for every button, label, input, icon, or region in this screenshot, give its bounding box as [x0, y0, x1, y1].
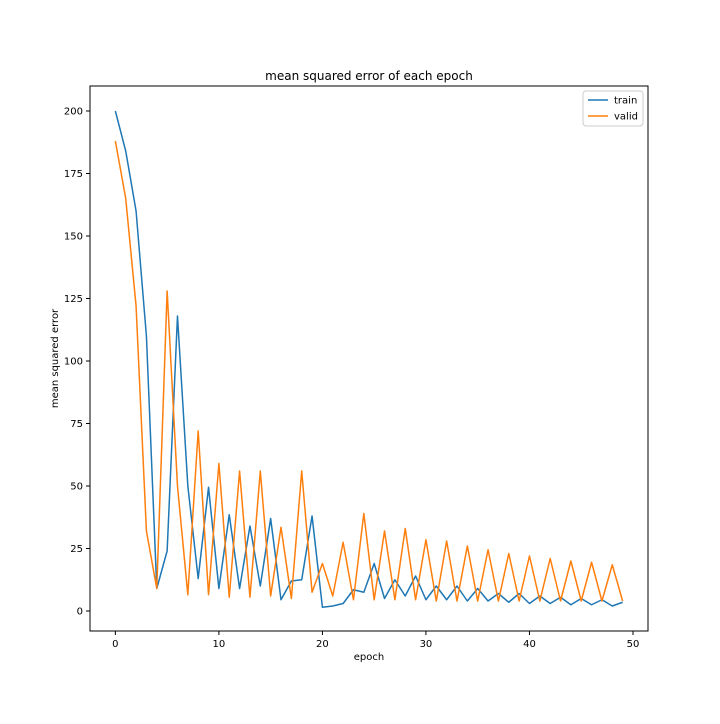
y-axis-label: mean squared error	[50, 308, 61, 408]
x-tick-label: 20	[316, 639, 329, 650]
legend-label-valid: valid	[614, 112, 638, 123]
y-axis: 0 25 50 75 100 125 150 175 200	[64, 107, 90, 618]
y-tick-label: 100	[64, 357, 83, 368]
plot-area	[114, 110, 624, 608]
y-tick-label: 50	[70, 482, 83, 493]
y-tick-label: 125	[64, 294, 83, 305]
x-tick-label: 40	[523, 639, 536, 650]
x-axis-label: epoch	[354, 652, 384, 663]
x-tick-label: 30	[420, 639, 433, 650]
series-line-train	[114, 110, 623, 608]
axes-frame	[89, 85, 649, 632]
chart-title: mean squared error of each epoch	[265, 69, 473, 83]
y-tick-label: 175	[64, 169, 83, 180]
y-tick-label: 0	[77, 607, 83, 618]
legend-label-train: train	[614, 96, 637, 107]
x-tick-label: 0	[112, 639, 118, 650]
y-tick-label: 150	[64, 232, 83, 243]
y-tick-label: 75	[70, 419, 83, 430]
y-tick-label: 200	[64, 107, 83, 118]
y-tick-label: 25	[70, 544, 83, 555]
x-tick-label: 50	[627, 639, 640, 650]
series-line-valid	[114, 140, 624, 602]
x-tick-label: 10	[213, 639, 226, 650]
x-axis: 0 10 20 30 40 50	[112, 631, 639, 650]
legend: train valid	[582, 90, 644, 127]
